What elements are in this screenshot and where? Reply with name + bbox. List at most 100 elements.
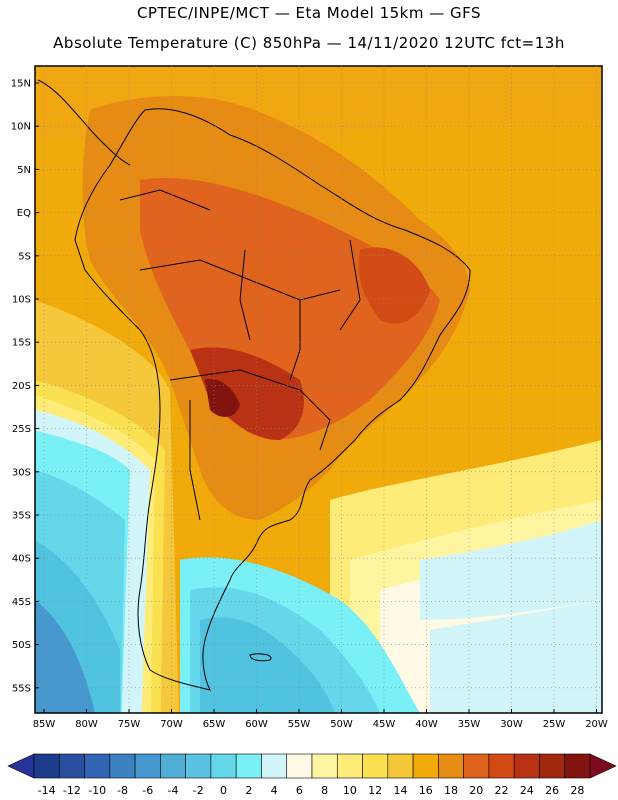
- graticule: [35, 66, 602, 713]
- colorbar-label: -6: [142, 784, 153, 797]
- colorbar-label: 0: [220, 784, 227, 797]
- lat-label: 10S: [12, 295, 31, 306]
- colorbar-swatch: [261, 753, 288, 779]
- colorbar-swatch: [362, 753, 389, 779]
- border-4: [119, 189, 211, 211]
- ne-brazil-hot: [358, 247, 430, 324]
- colorbar-label: 28: [570, 784, 584, 797]
- lat-label: 35S: [12, 511, 31, 522]
- lat-label: 30S: [12, 467, 31, 478]
- colorbar-swatch: [513, 753, 540, 779]
- colorbar-label: -12: [63, 784, 81, 797]
- latitude-labels: 15N 10N 5N EQ 5S 10S 15S 20S 25S 30S 35S 40S 45S 50S 5…: [11, 79, 31, 695]
- map-subtitle: Absolute Temperature (C) 850hPa — 14/11/…: [53, 34, 565, 52]
- colorbar-label: -14: [38, 784, 56, 797]
- colorbar-label: 24: [520, 784, 534, 797]
- colorbar-swatch: [185, 753, 212, 779]
- colorbar-label: 10: [343, 784, 357, 797]
- lat-label: 45S: [12, 597, 31, 608]
- colorbar-over-arrow: [589, 753, 617, 779]
- colorbar-swatch: [387, 753, 414, 779]
- lon-label: 45W: [373, 719, 396, 730]
- colorbar-under-arrow: [7, 753, 35, 779]
- west-colder: [35, 600, 95, 713]
- lat-label: 25S: [12, 424, 31, 435]
- lon-label: 20W: [585, 719, 608, 730]
- land-hottest: [205, 379, 240, 417]
- lat-label: 5S: [18, 251, 31, 262]
- colorbar-label: 20: [469, 784, 483, 797]
- longitude-labels: 85W 80W 75W 70W 65W 60W 55W 50W 45W 40W 35W 30W 25W 2…: [33, 719, 608, 730]
- east-band-4b: [430, 600, 602, 713]
- colorbar-swatch: [311, 753, 338, 779]
- colorbar-swatch: [109, 753, 136, 779]
- lat-label: 5N: [17, 165, 31, 176]
- colorbar-swatch: [58, 753, 85, 779]
- lon-label: 80W: [75, 719, 98, 730]
- falklands: [249, 653, 272, 662]
- colorbar-swatch: [463, 753, 490, 779]
- coastlines: [37, 79, 471, 691]
- lon-label: 70W: [160, 719, 183, 730]
- border-7: [189, 400, 201, 521]
- colorbar-swatch: [33, 753, 60, 779]
- colorbar-label: -8: [117, 784, 128, 797]
- colorbar-swatch: [564, 753, 591, 779]
- lat-label: 50S: [12, 640, 31, 651]
- lon-label: 50W: [330, 719, 353, 730]
- lat-label: 20S: [12, 381, 31, 392]
- colorbar-label: 18: [444, 784, 458, 797]
- colorbar-label: -10: [88, 784, 106, 797]
- colorbar-swatch: [438, 753, 464, 779]
- colorbar-label: 22: [495, 784, 509, 797]
- lat-label: 40S: [12, 554, 31, 565]
- lon-label: 30W: [500, 719, 523, 730]
- map-title: CPTEC/INPE/MCT — Eta Model 15km — GFS: [136, 4, 482, 22]
- lat-label: 15S: [12, 338, 31, 349]
- border-5: [289, 300, 301, 381]
- cold-core-m2: [200, 617, 335, 713]
- temperature-field: [35, 66, 602, 713]
- lon-label: 40W: [415, 719, 438, 730]
- lon-label: 75W: [118, 719, 141, 730]
- colorbar-swatch: [210, 753, 237, 779]
- lon-label: 35W: [458, 719, 481, 730]
- border-2: [139, 259, 341, 301]
- colorbar-swatch: [286, 753, 313, 779]
- colorbar-label: 2: [245, 784, 252, 797]
- colorbar-label: -2: [193, 784, 204, 797]
- colorbar-swatch: [412, 753, 439, 779]
- lon-label: 25W: [543, 719, 566, 730]
- border-6: [339, 239, 361, 331]
- border-1: [169, 369, 331, 451]
- colorbar-label: 4: [271, 784, 278, 797]
- lon-label: 60W: [245, 719, 268, 730]
- border-3: [239, 249, 251, 341]
- colorbar-swatch: [539, 753, 566, 779]
- colorbar-label: 16: [419, 784, 433, 797]
- lat-label: 55S: [12, 683, 31, 694]
- lon-label: 85W: [33, 719, 56, 730]
- south-america-coastline: [74, 108, 471, 691]
- colorbar: [7, 753, 617, 779]
- lat-label: EQ: [17, 208, 31, 219]
- colorbar-swatch: [84, 753, 111, 779]
- lon-label: 55W: [288, 719, 311, 730]
- lat-label: 10N: [11, 122, 31, 133]
- colorbar-label: 12: [368, 784, 382, 797]
- colorbar-label: 8: [321, 784, 328, 797]
- colorbar-swatch: [488, 753, 515, 779]
- colorbar-swatch: [134, 753, 161, 779]
- central-america: [37, 79, 131, 166]
- colorbar-labels: -14 -12 -10 -8 -6 -4 -2 0 2 4 6 8 10 12 14 16 18 20 22 24 26…: [38, 784, 585, 797]
- colorbar-label: 26: [545, 784, 559, 797]
- east-band-4: [420, 520, 602, 620]
- colorbar-swatch: [160, 753, 186, 779]
- map-frame: [34, 65, 603, 714]
- colorbar-swatch: [336, 753, 363, 779]
- lon-label: 65W: [203, 719, 226, 730]
- colorbar-label: -4: [168, 784, 179, 797]
- colorbar-label: 6: [296, 784, 303, 797]
- lat-label: 15N: [11, 79, 31, 90]
